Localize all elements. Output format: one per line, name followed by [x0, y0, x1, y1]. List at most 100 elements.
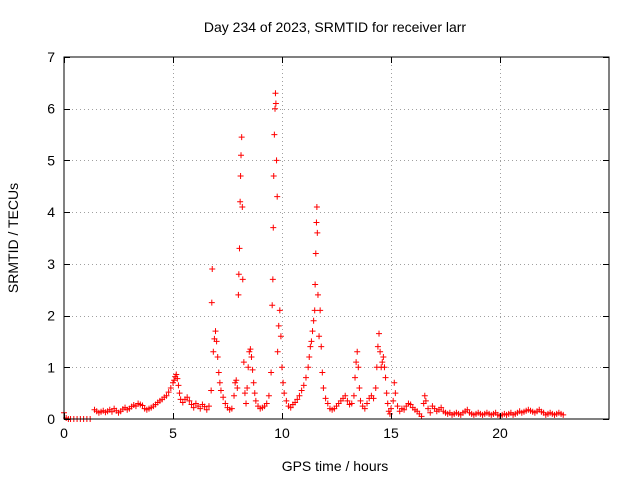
data-point [208, 387, 215, 394]
data-point [377, 348, 384, 355]
data-point [173, 371, 180, 378]
data-point [276, 307, 283, 314]
y-tick-label: 3 [47, 256, 55, 272]
data-point [244, 384, 251, 391]
data-point [381, 364, 388, 371]
data-point [239, 203, 246, 210]
data-point [245, 364, 252, 371]
data-point [237, 198, 244, 205]
data-point [239, 276, 246, 283]
data-point [170, 379, 176, 386]
data-point [384, 400, 391, 407]
x-tick-label: 5 [169, 425, 177, 441]
chart-title: Day 234 of 2023, SRMTID for receiver lar… [204, 19, 467, 35]
data-point [318, 343, 325, 350]
data-point [241, 390, 248, 397]
data-point [308, 338, 315, 345]
data-point [294, 396, 301, 403]
data-point [352, 374, 359, 381]
data-point [171, 377, 178, 384]
data-point [354, 348, 361, 355]
data-point [212, 328, 219, 335]
x-axis-label: GPS time / hours [282, 458, 389, 474]
data-point [240, 359, 247, 366]
data-point [314, 291, 321, 298]
data-point [216, 379, 223, 386]
data-point [277, 333, 284, 340]
data-point [311, 307, 318, 314]
data-point [217, 387, 224, 394]
data-point [313, 203, 320, 210]
data-point [302, 374, 309, 381]
data-point [379, 359, 386, 366]
data-point [298, 387, 305, 394]
data-point [300, 382, 307, 389]
data-point [353, 359, 360, 366]
axis-ticks [64, 57, 609, 420]
data-point [165, 389, 172, 396]
data-point [222, 400, 229, 407]
data-point [313, 219, 320, 226]
data-point [324, 400, 331, 407]
data-point [407, 401, 414, 408]
data-point [422, 397, 429, 404]
data-point [357, 397, 364, 404]
data-point [108, 408, 115, 415]
data-point [392, 390, 399, 397]
data-point [234, 384, 241, 391]
data-point [236, 245, 243, 252]
data-point [186, 397, 193, 404]
y-tick-label: 0 [47, 411, 55, 427]
data-point [316, 333, 323, 340]
data-point [350, 392, 357, 399]
data-point [309, 328, 316, 335]
data-point [265, 392, 272, 399]
data-point [215, 369, 222, 376]
data-point [421, 392, 428, 399]
data-point [310, 317, 317, 324]
data-point [246, 348, 253, 355]
data-point [320, 384, 327, 391]
data-point [270, 172, 277, 179]
plot-frame [63, 56, 610, 420]
x-tick-labels: 0 5 10 15 20 [60, 425, 508, 441]
data-point [281, 390, 288, 397]
data-point [283, 397, 290, 404]
data-point [317, 307, 324, 314]
x-tick-label: 10 [274, 425, 290, 441]
data-point [228, 405, 235, 412]
data-point [251, 390, 258, 397]
data-point [390, 397, 397, 404]
data-point [203, 406, 210, 413]
data-point [233, 377, 240, 384]
data-point [252, 397, 259, 404]
data-point [272, 100, 279, 107]
data-point [263, 400, 270, 407]
data-point [272, 105, 279, 112]
data-point [372, 384, 379, 391]
data-point [418, 413, 425, 420]
grid [64, 57, 609, 419]
y-tick-label: 2 [47, 308, 55, 324]
data-point [361, 405, 368, 412]
data-point [272, 90, 279, 97]
data-point [163, 392, 170, 399]
data-point [271, 131, 278, 138]
y-tick-label: 4 [47, 204, 55, 220]
data-point [364, 400, 371, 407]
data-point [232, 379, 239, 386]
data-point [176, 390, 183, 397]
data-point [167, 384, 174, 391]
data-point [174, 375, 181, 382]
data-point [214, 353, 221, 360]
data-point [243, 400, 250, 407]
data-point [287, 404, 294, 411]
x-tick-label: 15 [383, 425, 399, 441]
data-point [237, 172, 244, 179]
data-point [425, 405, 432, 412]
data-point [388, 405, 394, 412]
data-point [382, 374, 389, 381]
data-point [269, 276, 276, 283]
data-point [220, 394, 227, 401]
